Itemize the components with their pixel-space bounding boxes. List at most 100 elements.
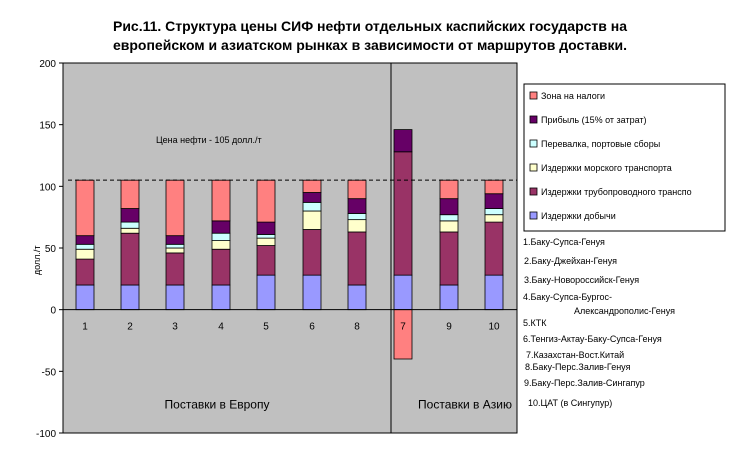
x-tick-label: 8 [354, 322, 360, 333]
bar-segment [484, 179, 504, 195]
bar-segment [439, 214, 459, 222]
legend-label: Издержки трубопроводного транспо [541, 187, 692, 197]
bar-segment [302, 179, 322, 193]
bar-segment [302, 201, 322, 212]
legend-items: Зона на налоги Прибыль (15% от затрат) Пер… [529, 91, 692, 221]
bar-segment [484, 274, 504, 311]
bar-segment [75, 235, 95, 245]
bar-segment [393, 274, 413, 311]
bar-segment [347, 231, 367, 286]
legend-swatch [529, 91, 538, 100]
bar-segment [165, 179, 185, 237]
bar-segment [75, 248, 95, 260]
bar-segment [165, 252, 185, 286]
bar-segment [211, 220, 231, 234]
bar-segment [393, 129, 413, 153]
route-note: 4.Баку-Супса-Бургос- [523, 292, 612, 302]
bar-segment [165, 235, 185, 245]
legend-label: Зона на налоги [541, 91, 605, 101]
y-axis-ticks: -100 -50 0 50 100 150 200 [36, 59, 63, 440]
legend [523, 83, 726, 232]
region-label-europe: Поставки в Европу [165, 397, 270, 411]
y-tick-label: 200 [39, 59, 56, 70]
y-axis-label: долл./т [32, 245, 42, 275]
bar-segment [302, 192, 322, 203]
x-tick-label: 1 [82, 322, 88, 333]
y-tick-label: -50 [42, 367, 57, 378]
bar-segment [120, 179, 140, 209]
chart-title-line2: европейском и азиатском рынках в зависим… [113, 37, 627, 53]
bar-segment [75, 179, 95, 237]
route-notes: 1.Баку-Супса-Генуя 2.Баку-Джейхан-Генуя 3.… [523, 237, 675, 408]
bar-segment [165, 247, 185, 254]
legend-swatch [529, 139, 538, 148]
y-tick-label: -100 [36, 429, 56, 440]
y-tick-label: 150 [39, 121, 56, 132]
legend-swatch [529, 211, 538, 220]
bar-segment [347, 219, 367, 233]
bar-segment [484, 208, 504, 216]
legend-label: Издержки морского транспорта [541, 163, 672, 173]
bar-segment [439, 284, 459, 311]
x-tick-label: 5 [263, 322, 269, 333]
bar-segment [211, 240, 231, 250]
region-label-asia: Поставки в Азию [418, 397, 512, 411]
bar-segment [120, 232, 140, 286]
legend-swatch [529, 163, 538, 172]
bar-segment [347, 198, 367, 214]
bar-segment [75, 243, 95, 250]
route-note: 1.Баку-Супса-Генуя [523, 237, 605, 247]
bar-segment [75, 284, 95, 311]
bar-segment [347, 284, 367, 311]
bar-segment [347, 213, 367, 221]
bar-segment [120, 284, 140, 311]
bar-segment [75, 258, 95, 286]
bar-segment [165, 243, 185, 249]
bar-segment [120, 208, 140, 223]
bar-segment [484, 221, 504, 276]
x-tick-label: 4 [218, 322, 224, 333]
y-tick-label: 50 [45, 244, 57, 255]
route-note: 8.Баку-Перс.Залив-Генуя [525, 362, 631, 372]
bar-segment [439, 179, 459, 200]
bar-segment [256, 234, 276, 239]
legend-swatch [529, 187, 538, 196]
x-tick-label: 9 [446, 322, 452, 333]
route-note: Александрополис-Генуя [574, 306, 675, 316]
x-tick-label: 7 [400, 322, 406, 333]
bar-segment [256, 221, 276, 235]
bar-segment [393, 151, 413, 276]
chart-title-line1: Рис.11. Структура цены СИФ нефти отдельн… [113, 18, 627, 34]
bar-segment [302, 229, 322, 276]
x-tick-label: 10 [488, 322, 500, 333]
axes [62, 63, 517, 433]
bar-segment [439, 220, 459, 233]
legend-label: Издержки добычи [541, 211, 616, 221]
bar-segment [211, 248, 231, 286]
bar-segment [211, 179, 231, 222]
bar-segment [165, 284, 185, 311]
bar-segment [393, 309, 413, 360]
bar-segment [211, 284, 231, 311]
oil-price-annotation: Цена нефти - 105 долл./т [156, 135, 262, 145]
bar-segment [302, 274, 322, 311]
bar-segment [302, 210, 322, 230]
bar-segment [256, 245, 276, 276]
bar-segment [256, 274, 276, 311]
y-tick-label: 100 [39, 182, 56, 193]
legend-label: Прибыль (15% от затрат) [541, 115, 647, 125]
route-note: 6.Тенгиз-Актау-Баку-Супса-Генуя [523, 334, 662, 344]
route-note: 5.КТК [523, 318, 547, 328]
bar-segment [120, 221, 140, 229]
x-tick-label: 6 [309, 322, 315, 333]
bar-segment [211, 232, 231, 241]
bar-segment [484, 214, 504, 223]
bar-segment [120, 227, 140, 234]
legend-swatch [529, 115, 538, 124]
x-tick-label: 3 [172, 322, 178, 333]
route-note: 7.Казахстан-Вост.Китай [526, 350, 624, 360]
y-tick-label: 0 [50, 306, 56, 317]
x-axis-ticks: 1 2 3 4 5 6 8 7 9 10 [82, 322, 500, 333]
x-tick-label: 2 [127, 322, 133, 333]
